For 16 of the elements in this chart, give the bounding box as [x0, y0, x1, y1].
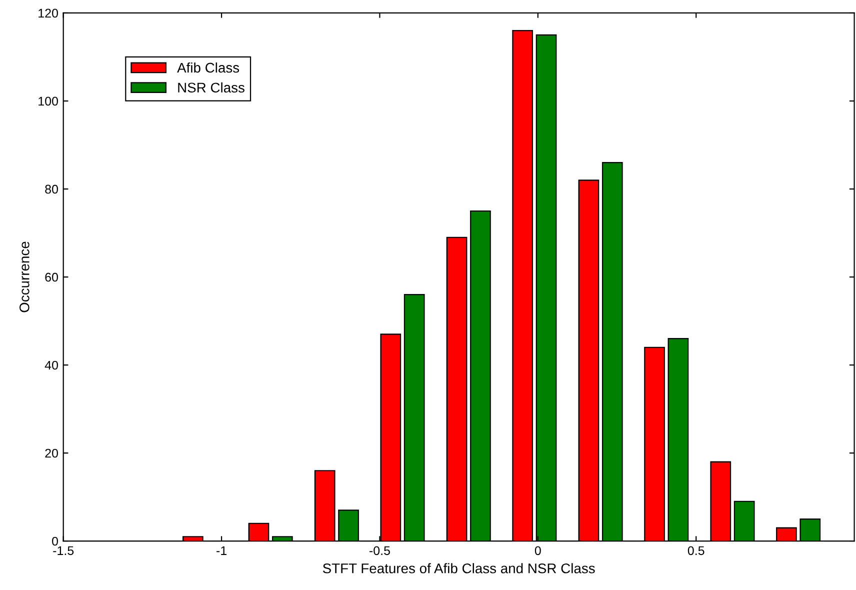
y-tick-label: 20 — [45, 448, 58, 458]
y-tick-label: 40 — [44, 360, 58, 370]
x-tick-label: -0.5 — [370, 546, 390, 556]
legend-label: Afib Class — [177, 62, 240, 73]
y-tick-label: 100 — [38, 96, 58, 106]
x-tick-label: -1 — [216, 546, 226, 555]
y-tick-label: 80 — [45, 184, 58, 194]
x-tick-label: 0.5 — [688, 546, 704, 556]
y-tick-label: 60 — [45, 272, 58, 282]
y-axis-title: Occurrence — [19, 242, 30, 312]
x-tick-label: -1.5 — [53, 546, 74, 556]
y-tick-label: 0 — [52, 536, 58, 546]
legend-label: NSR Class — [178, 82, 244, 93]
y-tick-label: 120 — [38, 8, 58, 18]
x-tick-label: 0 — [534, 546, 541, 556]
x-axis-title: STFT Features of Afib Class and NSR Class — [322, 563, 595, 574]
